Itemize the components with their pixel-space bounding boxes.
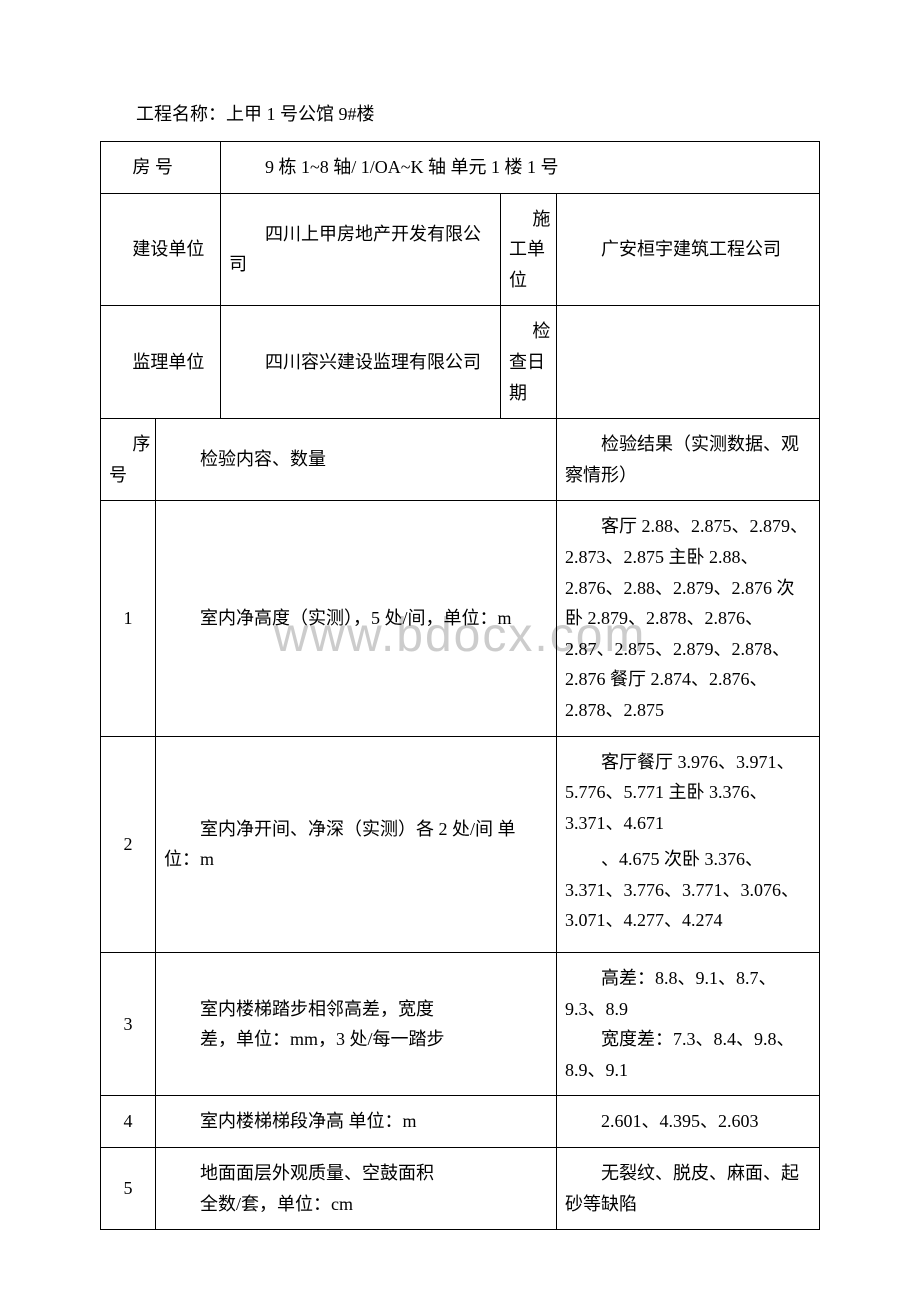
row-content-l1: 地面面层外观质量、空鼓面积	[164, 1158, 548, 1189]
table-row: 3 室内楼梯踏步相邻高差，宽度 差，单位：mm，3 处/每一踏步 高差：8.8、…	[101, 953, 820, 1096]
contractor-label: 施工单位	[501, 193, 557, 306]
content-header: 检验内容、数量	[156, 419, 557, 501]
row-result-p2: 、4.675 次卧 3.376、3.371、3.776、3.771、3.076、…	[565, 844, 811, 936]
row-supervision-unit: 监理单位 四川容兴建设监理有限公司 检查日期	[101, 306, 820, 419]
row-result: 2.601、4.395、2.603	[557, 1096, 820, 1148]
seq-header: 序号	[101, 419, 156, 501]
row-result-p1: 客厅餐厅 3.976、3.971、5.776、5.771 主卧 3.376、3.…	[565, 747, 811, 839]
row-num: 2	[101, 736, 156, 953]
row-content: 室内楼梯梯段净高 单位：m	[156, 1096, 557, 1148]
table-row: 1 室内净高度（实测），5 处/间，单位：m 客厅 2.88、2.875、2.8…	[101, 501, 820, 736]
inspection-table: 房 号 9 栋 1~8 轴/ 1/OA~K 轴 单元 1 楼 1 号 建设单位 …	[100, 141, 820, 1230]
row-content: 室内楼梯踏步相邻高差，宽度 差，单位：mm，3 处/每一踏步	[156, 953, 557, 1096]
construction-unit-value: 四川上甲房地产开发有限公司	[221, 193, 501, 306]
room-number-label: 房 号	[101, 142, 221, 194]
result-header: 检验结果（实测数据、观察情形）	[557, 419, 820, 501]
inspection-date-label: 检查日期	[501, 306, 557, 419]
table-row: 2 室内净开间、净深（实测）各 2 处/间 单位：m 客厅餐厅 3.976、3.…	[101, 736, 820, 953]
row-result: 高差：8.8、9.1、8.7、9.3、8.9 宽度差：7.3、8.4、9.8、8…	[557, 953, 820, 1096]
row-result-p2: 宽度差：7.3、8.4、9.8、8.9、9.1	[565, 1024, 811, 1085]
supervision-unit-label: 监理单位	[101, 306, 221, 419]
room-number-value: 9 栋 1~8 轴/ 1/OA~K 轴 单元 1 楼 1 号	[221, 142, 820, 194]
row-table-header: 序号 检验内容、数量 检验结果（实测数据、观察情形）	[101, 419, 820, 501]
row-num: 5	[101, 1148, 156, 1230]
row-construction-unit: 建设单位 四川上甲房地产开发有限公司 施工单位 广安桓宇建筑工程公司	[101, 193, 820, 306]
row-result: 客厅餐厅 3.976、3.971、5.776、5.771 主卧 3.376、3.…	[557, 736, 820, 953]
table-row: 4 室内楼梯梯段净高 单位：m 2.601、4.395、2.603	[101, 1096, 820, 1148]
row-content: 地面面层外观质量、空鼓面积 全数/套，单位：cm	[156, 1148, 557, 1230]
project-title: 工程名称：上甲 1 号公馆 9#楼	[100, 100, 820, 126]
construction-unit-label: 建设单位	[101, 193, 221, 306]
row-content: 室内净高度（实测），5 处/间，单位：m	[156, 501, 557, 736]
inspection-date-value	[557, 306, 820, 419]
row-content: 室内净开间、净深（实测）各 2 处/间 单位：m	[156, 736, 557, 953]
row-content-l2: 全数/套，单位：cm	[164, 1189, 548, 1220]
row-result: 客厅 2.88、2.875、2.879、2.873、2.875 主卧 2.88、…	[557, 501, 820, 736]
row-num: 4	[101, 1096, 156, 1148]
row-room-number: 房 号 9 栋 1~8 轴/ 1/OA~K 轴 单元 1 楼 1 号	[101, 142, 820, 194]
table-row: 5 地面面层外观质量、空鼓面积 全数/套，单位：cm 无裂纹、脱皮、麻面、起砂等…	[101, 1148, 820, 1230]
contractor-value: 广安桓宇建筑工程公司	[557, 193, 820, 306]
row-result: 无裂纹、脱皮、麻面、起砂等缺陷	[557, 1148, 820, 1230]
row-num: 1	[101, 501, 156, 736]
row-num: 3	[101, 953, 156, 1096]
supervision-unit-value: 四川容兴建设监理有限公司	[221, 306, 501, 419]
row-result-p1: 高差：8.8、9.1、8.7、9.3、8.9	[565, 963, 811, 1024]
row-content-l2: 差，单位：mm，3 处/每一踏步	[164, 1024, 548, 1055]
row-content-l1: 室内楼梯踏步相邻高差，宽度	[164, 994, 548, 1025]
